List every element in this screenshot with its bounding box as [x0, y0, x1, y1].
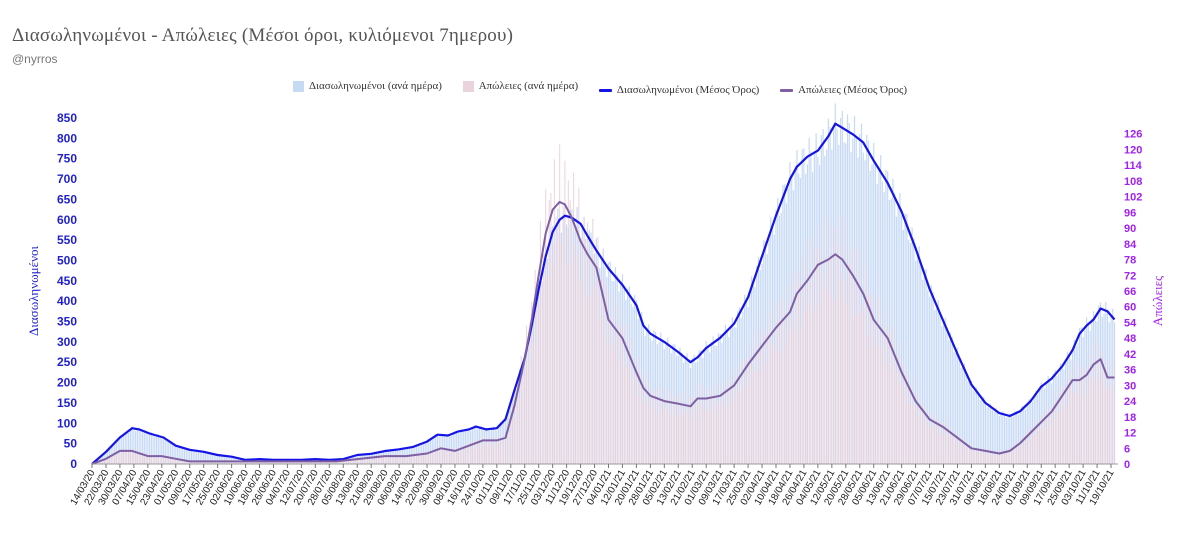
y-tick-label: 100 [57, 416, 77, 430]
y2-tick-label: 84 [1124, 239, 1137, 251]
y2-tick-label: 126 [1124, 129, 1142, 141]
y-tick-label: 550 [57, 233, 77, 247]
y-tick-label: 750 [57, 152, 77, 166]
y2-tick-label: 60 [1124, 302, 1136, 314]
y-axis-left: 0 50 100 150 200 250 300 350 400 450 500 550 600 650 7… [57, 111, 77, 471]
y-tick-label: 850 [57, 111, 77, 125]
legend-swatch [598, 88, 612, 92]
y2-tick-label: 30 [1124, 380, 1136, 392]
y2-tick-label: 72 [1124, 270, 1136, 282]
y2-tick-label: 114 [1124, 160, 1143, 172]
chart-subtitle: @nyrros [12, 52, 58, 66]
legend-label: Απώλειες (ανά ημέρα) [478, 80, 579, 92]
legend-swatch [462, 80, 474, 92]
legend-item-intubated-avg[interactable]: Διασωληνωμένοι (Μέσος Όρος) [598, 84, 760, 96]
y-tick-label: 250 [57, 355, 77, 369]
deaths-average-line [91, 200, 1115, 465]
y-tick-label: 300 [57, 335, 77, 349]
y2-tick-label: 48 [1124, 333, 1136, 345]
deaths-daily-bars [93, 144, 1116, 464]
y2-tick-label: 36 [1124, 365, 1136, 377]
legend-item-deaths-avg[interactable]: Απώλειες (Μέσος Όρος) [780, 84, 907, 96]
y2-tick-label: 42 [1124, 349, 1136, 361]
y2-tick-label: 66 [1124, 286, 1136, 298]
y2-tick-label: 108 [1124, 176, 1142, 188]
legend-label: Διασωληνωμένοι (ανά ημέρα) [308, 80, 442, 92]
y-axis-right: 0 6 12 18 24 30 36 42 48 54 60 66 72 78 84 90 96 102 108 11… [1124, 129, 1143, 471]
y-tick-label: 150 [57, 396, 77, 410]
y-tick-label: 700 [57, 172, 77, 186]
series-lines [91, 122, 1116, 465]
y-tick-label: 0 [70, 457, 77, 471]
y-axis-right-label: Απώλειες [1150, 275, 1165, 326]
y2-tick-label: 90 [1124, 223, 1136, 235]
legend-item-intubated-daily[interactable]: Διασωληνωμένοι (ανά ημέρα) [292, 80, 442, 92]
y2-tick-label: 54 [1124, 317, 1137, 329]
y-tick-label: 500 [57, 253, 77, 267]
legend-swatch [292, 80, 304, 92]
y2-tick-label: 78 [1124, 255, 1136, 267]
y-tick-label: 350 [57, 315, 77, 329]
y-tick-label: 600 [57, 213, 77, 227]
y2-tick-label: 102 [1124, 192, 1142, 204]
y-tick-label: 50 [64, 437, 78, 451]
y-tick-label: 400 [57, 294, 77, 308]
legend: Διασωληνωμένοι (ανά ημέρα) Απώλειες (ανά… [0, 80, 1200, 96]
y2-tick-label: 0 [1124, 459, 1130, 471]
legend-swatch [780, 88, 794, 92]
legend-label: Διασωληνωμένοι (Μέσος Όρος) [616, 84, 760, 96]
y2-tick-label: 12 [1124, 428, 1136, 440]
y2-tick-label: 18 [1124, 412, 1136, 424]
x-axis: 14/03/2022/03/2030/03/2007/04/2015/04/20… [69, 464, 1117, 507]
y2-tick-label: 24 [1124, 396, 1137, 408]
y-tick-label: 650 [57, 192, 77, 206]
y2-tick-label: 120 [1124, 144, 1142, 156]
chart-title: Διασωληνωμένοι - Απώλειες (Μέσοι όροι, κ… [12, 25, 514, 46]
y-tick-label: 200 [57, 376, 77, 390]
intubated-average-line [91, 122, 1116, 465]
y-axis-left-label: Διασωληνωμένοι [26, 246, 41, 336]
y2-tick-label: 96 [1124, 207, 1136, 219]
y-tick-label: 800 [57, 131, 77, 145]
legend-label: Απώλειες (Μέσος Όρος) [798, 84, 908, 96]
y2-tick-label: 6 [1124, 443, 1130, 455]
y-tick-label: 450 [57, 274, 77, 288]
legend-item-deaths-daily[interactable]: Απώλειες (ανά ημέρα) [462, 80, 579, 92]
